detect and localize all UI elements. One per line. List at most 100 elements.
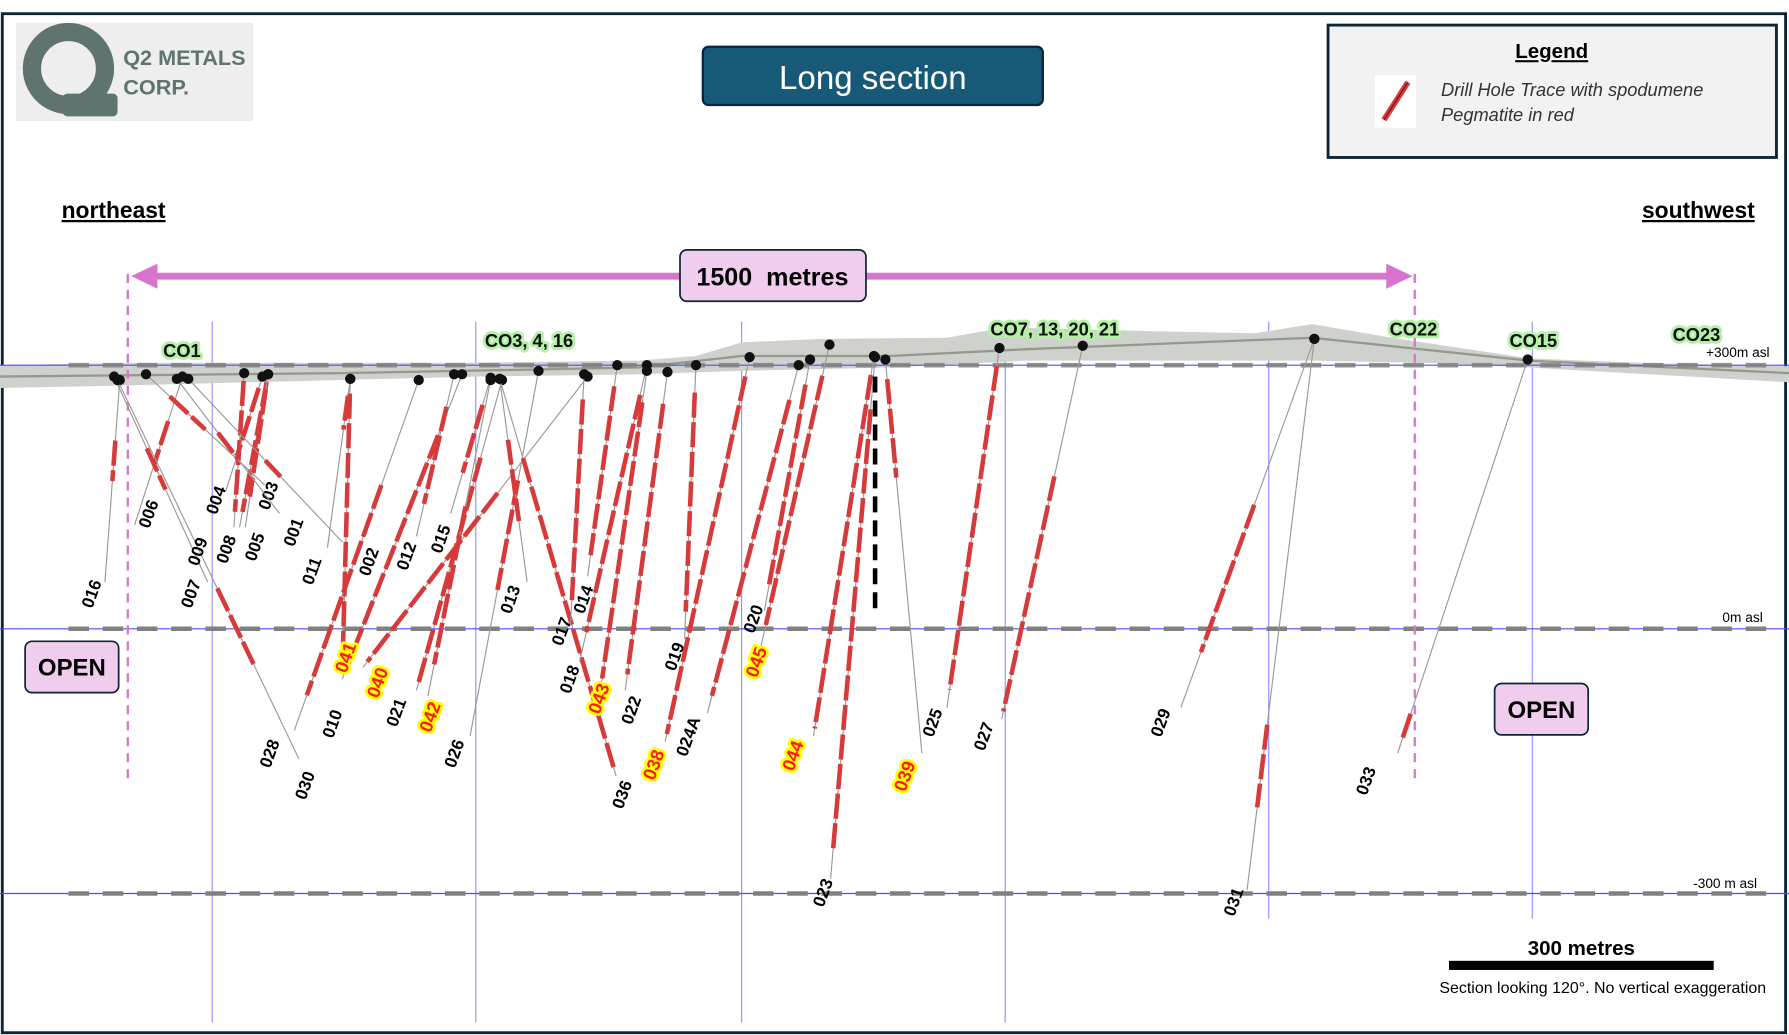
pegmatite-interval [520,457,616,769]
collar-marker [533,365,544,377]
collar-marker [869,352,881,363]
open-right-label: OPEN [1507,697,1575,724]
drill-hole-010: 010 [319,373,356,741]
pegmatite-interval [584,394,643,633]
pegmatite-interval [709,399,792,697]
direction-northeast: northeast [62,197,166,223]
collar-marker [171,373,182,384]
collar-marker [1522,354,1533,365]
pegmatite-interval [431,505,468,665]
collar-group-label: CO3, 4, 16 [485,330,573,351]
drill-hole-001: 001 [171,373,308,549]
drill-hole-017: 017 [548,369,590,648]
pegmatite-interval [1254,724,1270,808]
collar-marker [579,369,590,380]
collar-marker [345,373,356,384]
pegmatite-interval [1198,503,1257,653]
legend-line2: Pegmatite in red [1441,104,1575,125]
collar-marker [413,374,424,386]
pegmatite-interval [144,447,168,491]
grid-verticals [211,321,1533,1023]
collar-group-labels: CO1 CO3, 4, 16 CO7, 13, 20, 21 CO22 CO15… [160,316,1723,364]
collar-marker [662,366,673,378]
pegmatite-interval [763,375,825,626]
drill-hole-036: 036 [494,373,636,811]
legend: Legend Drill Hole Trace with spodumene P… [1326,23,1778,159]
pegmatite-interval [830,409,873,853]
pegmatite-interval [884,378,899,478]
pegmatite-interval [304,484,384,697]
elevation-label-0: 0m asl [1722,610,1762,625]
collar-marker [456,369,468,380]
collar-marker [793,360,804,371]
open-left-label: OPEN [38,655,106,682]
pegmatite-interval [664,375,748,735]
pegmatite-interval [1399,713,1413,743]
pegmatite-interval [812,374,874,729]
drill-trace [117,379,300,760]
collar-marker [1309,333,1320,345]
collar-marker [112,374,123,386]
collar-group-label: CO1 [163,340,201,361]
company-logo: Q2 METALS CORP. [15,22,254,121]
collar-group-label: CO7, 13, 20, 21 [990,318,1119,339]
collar-marker [239,368,250,379]
pegmatite-interval [263,458,283,479]
drill-hole-028: 028 [256,374,424,770]
collar-marker [612,360,623,371]
collar-marker [183,373,194,384]
drill-trace [187,378,343,543]
drill-trace [1397,359,1529,754]
pegmatite-interval [340,393,353,659]
pegmatite-interval [346,434,441,665]
pegmatite-interval [495,479,521,591]
legend-line1: Drill Hole Trace with spodumene [1441,79,1703,100]
collar-marker [1077,340,1088,351]
collar-group-label: CO15 [1509,330,1557,351]
elevation-lines [0,362,1789,896]
page-title: Long section [779,60,967,97]
topography-surface [0,324,1789,388]
pegmatite-interval [505,439,522,522]
pegmatite-interval [151,420,171,467]
logo-line2: CORP. [123,75,189,100]
collar-marker [257,371,268,382]
collar-marker [690,360,702,371]
pegmatite-interval [588,385,617,556]
collar-marker [804,354,816,365]
title-box: Long section [701,45,1044,107]
open-right-box: OPEN [1493,682,1590,736]
legend-heading: Legend [1515,40,1588,63]
drill-hole-014: 014 [570,360,623,616]
open-left-box: OPEN [24,640,120,694]
section-caption: Section looking 120°. No vertical exagge… [1439,980,1766,997]
pegmatite-interval [766,384,808,586]
collar-group-label: CO22 [1390,318,1438,339]
collar-marker [448,369,460,380]
pegmatite-interval [215,587,256,666]
pegmatite-interval [415,456,483,685]
elevation-label-minus300: -300 m asl [1693,876,1757,891]
span-label: 1500 metres [696,263,848,291]
collar-marker [744,352,755,363]
pegmatite-interval [365,491,500,664]
collar-marker [824,339,835,350]
elevation-label-300: +300m asl [1706,345,1770,360]
pegmatite-interval [460,404,485,474]
scale-label: 300 metres [1528,937,1635,960]
collar-marker [494,373,505,384]
pegmatite-interval [1001,475,1057,712]
frame [0,12,1788,1035]
collar-group-label: CO23 [1673,324,1721,345]
collar-marker [880,354,891,365]
pegmatite-interval [599,401,645,679]
pegmatite-interval [947,365,1000,690]
pegmatite-interval [421,406,449,505]
direction-southwest: southwest [1642,197,1755,223]
pegmatite-interval [569,399,586,601]
scale-bar: 300 metres [1448,937,1714,970]
pegmatite-interval [625,403,666,675]
span-indicator: 1500 metres [126,249,1416,782]
pegmatite-interval [341,395,351,430]
